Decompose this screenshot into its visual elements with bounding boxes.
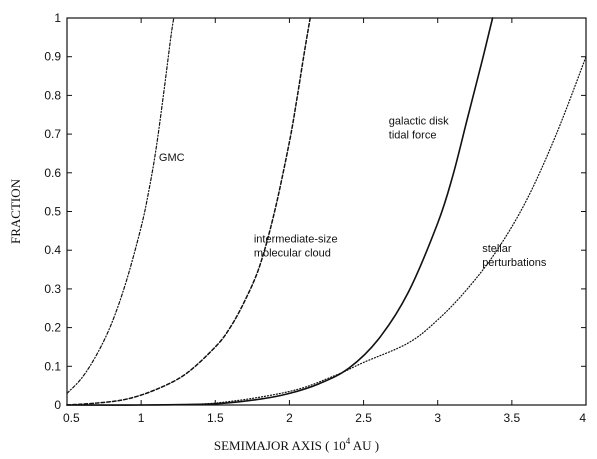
annotation-line: intermediate-size [254, 233, 338, 245]
x-tick-label: 1.5 [207, 411, 224, 425]
series-line-3-solid [66, 17, 494, 406]
series-line-1-dash-dot [66, 17, 175, 394]
annotation-line: tidal force [389, 129, 437, 141]
series-line-2-dashed [66, 17, 311, 406]
annotation-line: molecular cloud [254, 247, 331, 259]
x-axis-title-unit: AU ) [350, 438, 379, 453]
annotation-line: GMC [159, 152, 185, 164]
y-tick-label: 0.5 [44, 205, 61, 219]
x-tick-label: 3 [434, 411, 441, 425]
x-tick-label: 2.5 [355, 411, 372, 425]
y-axis-title: FRACTION [8, 178, 23, 244]
y-tick-label: 0.7 [44, 127, 61, 141]
x-tick-label: 0.5 [63, 411, 80, 425]
y-tick-label: 0.2 [44, 321, 61, 335]
curve-annotation-3: galactic disk tidal force [389, 115, 449, 141]
y-tick-label: 0 [54, 398, 61, 412]
annotation-line: galactic disk [389, 115, 449, 127]
y-tick-label: 0.1 [44, 359, 61, 373]
x-tick-label: 3.5 [504, 411, 521, 425]
x-tick-label: 4 [579, 411, 586, 425]
x-tick-label: 1 [138, 411, 145, 425]
y-tick-label: 1 [54, 11, 61, 25]
curve-annotation-4: stellar perturbations [482, 243, 547, 269]
y-tick-label: 0.9 [44, 50, 61, 64]
y-tick-label: 0.6 [44, 166, 61, 180]
series-line-4-dotted [66, 56, 587, 406]
x-tick-label: 2 [286, 411, 293, 425]
x-axis-title-exponent: 4 [346, 436, 351, 446]
y-tick-label: 0.8 [44, 88, 61, 102]
x-axis-title: SEMIMAJOR AXIS ( 104 AU ) [214, 436, 379, 453]
annotation-line: stellar [482, 243, 512, 255]
curve-annotation-1: GMC [159, 152, 185, 164]
curve-annotation-2: intermediate-size molecular cloud [254, 233, 338, 259]
y-tick-label: 0.3 [44, 282, 61, 296]
annotation-line: perturbations [482, 257, 547, 269]
y-tick-label: 0.4 [44, 243, 61, 257]
x-axis-title-main: SEMIMAJOR AXIS ( 10 [214, 438, 346, 453]
